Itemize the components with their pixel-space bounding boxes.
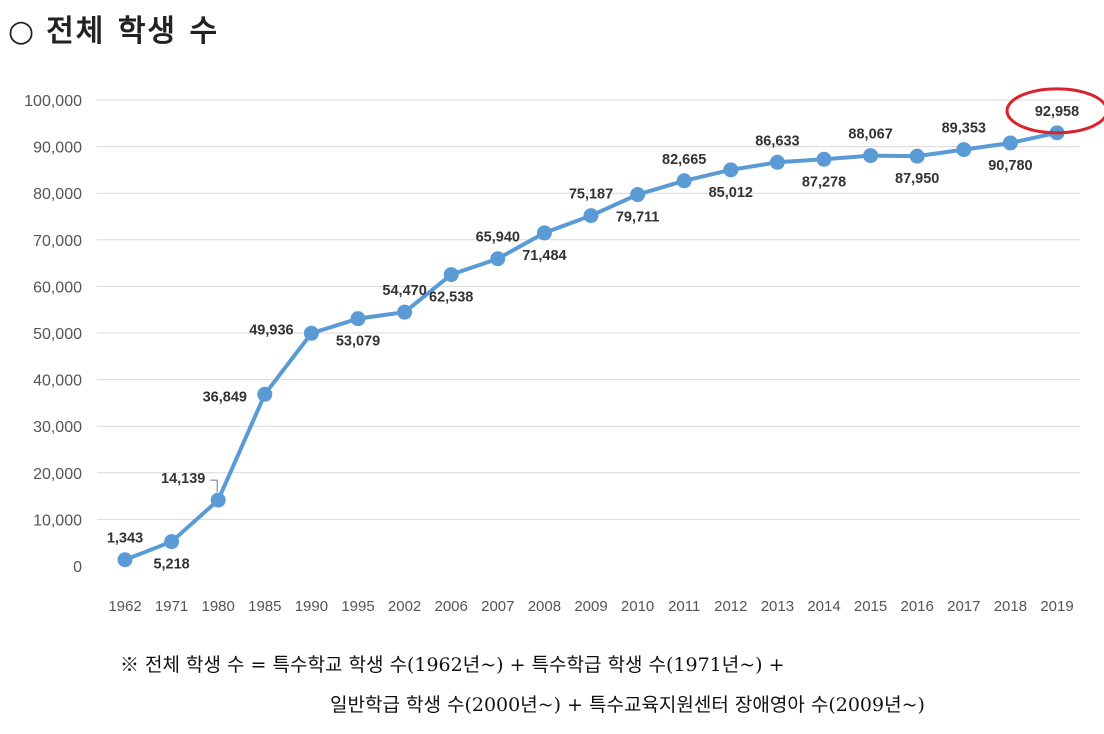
x-tick-label: 2018 bbox=[994, 598, 1027, 615]
data-label: 65,940 bbox=[476, 230, 520, 246]
y-tick-label: 80,000 bbox=[33, 186, 82, 203]
x-tick-label: 2002 bbox=[388, 598, 421, 615]
data-label: 49,936 bbox=[249, 322, 293, 338]
data-point bbox=[1002, 135, 1018, 151]
data-point bbox=[583, 208, 599, 224]
data-label: 85,012 bbox=[709, 185, 753, 201]
x-tick-label: 2006 bbox=[435, 598, 468, 615]
data-point bbox=[630, 187, 646, 203]
y-tick-label: 60,000 bbox=[33, 279, 82, 296]
data-point bbox=[117, 552, 133, 568]
x-tick-label: 1995 bbox=[341, 598, 374, 615]
data-point bbox=[443, 267, 459, 283]
note-line-2: 일반학급 학생 수(2000년~) + 특수교육지원센터 장애영아 수(2009… bbox=[330, 694, 925, 716]
data-label: 14,139 bbox=[161, 471, 205, 487]
y-tick-label: 40,000 bbox=[33, 373, 82, 390]
x-tick-label: 2014 bbox=[807, 598, 840, 615]
x-tick-label: 2009 bbox=[574, 598, 607, 615]
data-point bbox=[350, 311, 366, 327]
x-tick-label: 2019 bbox=[1040, 598, 1073, 615]
x-tick-label: 1985 bbox=[248, 598, 281, 615]
x-tick-label: 1971 bbox=[155, 598, 188, 615]
data-point bbox=[257, 386, 273, 402]
data-label: 89,353 bbox=[942, 121, 986, 137]
data-label: 79,711 bbox=[616, 210, 660, 226]
data-point bbox=[536, 225, 552, 241]
title-text: 전체 학생 수 bbox=[46, 14, 220, 49]
data-point bbox=[863, 148, 879, 164]
data-point bbox=[303, 325, 319, 341]
y-tick-label: 0 bbox=[73, 559, 82, 576]
data-label: 88,067 bbox=[848, 127, 892, 143]
data-label: 36,849 bbox=[203, 389, 247, 405]
line-chart: 0 10,000 20,000 30,000 40,000 50,000 60,000 70,… bbox=[24, 87, 1104, 615]
data-label: 87,278 bbox=[802, 174, 846, 190]
title-bullet: ○ bbox=[8, 14, 37, 49]
x-tick-label: 2015 bbox=[854, 598, 887, 615]
leader-line bbox=[210, 479, 218, 493]
data-point bbox=[490, 251, 506, 267]
data-point bbox=[769, 154, 785, 170]
data-label: 87,950 bbox=[895, 171, 939, 187]
x-tick-label: 2010 bbox=[621, 598, 654, 615]
y-tick-label: 70,000 bbox=[33, 233, 82, 250]
y-tick-label: 30,000 bbox=[33, 419, 82, 436]
data-point bbox=[909, 148, 925, 164]
x-tick-label: 1990 bbox=[295, 598, 328, 615]
data-label: 92,958 bbox=[1035, 104, 1079, 120]
x-tick-label: 2013 bbox=[761, 598, 794, 615]
note-line-1: ※ 전체 학생 수 = 특수학교 학생 수(1962년~) + 특수학급 학생 … bbox=[120, 654, 785, 676]
data-label: 71,484 bbox=[522, 248, 566, 264]
x-tick-label: 1980 bbox=[202, 598, 235, 615]
data-label: 5,218 bbox=[153, 557, 189, 573]
data-point bbox=[210, 492, 226, 508]
data-point bbox=[164, 534, 180, 550]
data-label: 75,187 bbox=[569, 187, 613, 203]
data-label: 62,538 bbox=[429, 290, 473, 306]
data-label: 86,633 bbox=[755, 133, 799, 149]
data-label: 54,470 bbox=[382, 283, 426, 299]
data-label: 53,079 bbox=[336, 334, 380, 350]
x-tick-label: 2016 bbox=[901, 598, 934, 615]
y-tick-label: 100,000 bbox=[24, 93, 82, 110]
data-point bbox=[397, 304, 413, 320]
x-tick-label: 2008 bbox=[528, 598, 561, 615]
y-tick-label: 90,000 bbox=[33, 140, 82, 157]
data-point bbox=[723, 162, 739, 178]
y-tick-label: 50,000 bbox=[33, 326, 82, 343]
x-tick-label: 2012 bbox=[714, 598, 747, 615]
data-point bbox=[676, 173, 692, 189]
data-label: 82,665 bbox=[662, 152, 706, 168]
data-label: 90,780 bbox=[988, 158, 1032, 174]
data-label: 1,343 bbox=[107, 531, 143, 547]
y-tick-label: 10,000 bbox=[33, 512, 82, 529]
highlight-ellipse bbox=[1005, 87, 1104, 135]
y-tick-label: 20,000 bbox=[33, 466, 82, 483]
data-point bbox=[956, 142, 972, 158]
data-point bbox=[816, 151, 832, 167]
x-tick-label: 2011 bbox=[668, 598, 700, 615]
x-tick-label: 2007 bbox=[481, 598, 514, 615]
page-title: ○ 전체 학생 수 bbox=[8, 6, 219, 50]
x-tick-label: 1962 bbox=[108, 598, 141, 615]
x-tick-label: 2017 bbox=[947, 598, 980, 615]
